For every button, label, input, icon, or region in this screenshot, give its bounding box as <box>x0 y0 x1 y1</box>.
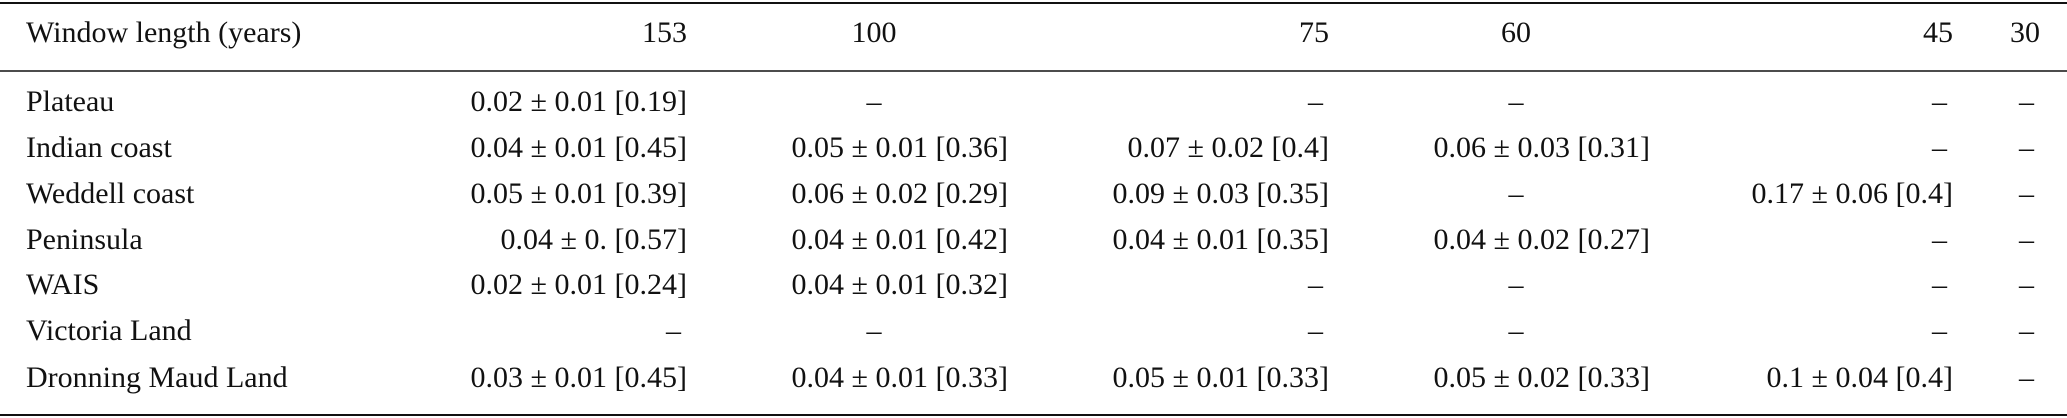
cell: 0.04 ± 0. [0.57] <box>501 223 687 256</box>
cell: – <box>866 85 883 118</box>
row-label: Indian coast <box>26 131 172 164</box>
cell: – <box>665 314 682 347</box>
cell: 0.05 ± 0.02 [0.33] <box>1434 361 1650 394</box>
cell: – <box>1931 268 1948 301</box>
header-cell: 75 <box>1299 16 1329 49</box>
cell: 0.06 ± 0.03 [0.31] <box>1434 131 1650 164</box>
cell: – <box>2018 131 2035 164</box>
header-cell: 30 <box>2010 16 2040 49</box>
cell: 0.02 ± 0.01 [0.24] <box>471 268 687 301</box>
cell: – <box>1508 314 1525 347</box>
cell: – <box>1307 314 1324 347</box>
cell: – <box>2018 223 2035 256</box>
row-label: WAIS <box>26 268 99 301</box>
cell: 0.02 ± 0.01 [0.19] <box>471 85 687 118</box>
cell: – <box>1931 85 1948 118</box>
cell: – <box>866 314 883 347</box>
cell: 0.07 ± 0.02 [0.4] <box>1128 131 1329 164</box>
cell: 0.04 ± 0.02 [0.27] <box>1434 223 1650 256</box>
cell: 0.05 ± 0.01 [0.39] <box>471 177 687 210</box>
cell: – <box>1307 268 1324 301</box>
cell: 0.09 ± 0.03 [0.35] <box>1113 177 1329 210</box>
cell: – <box>1307 85 1324 118</box>
cell: 0.04 ± 0.01 [0.33] <box>792 361 1008 394</box>
cell: 0.1 ± 0.04 [0.4] <box>1767 361 1953 394</box>
cell: – <box>2018 361 2035 394</box>
cell: 0.05 ± 0.01 [0.33] <box>1113 361 1329 394</box>
cell: – <box>1508 268 1525 301</box>
header-cell: 153 <box>642 16 687 49</box>
header-cell: 45 <box>1923 16 1953 49</box>
cell: – <box>1508 177 1525 210</box>
cell: – <box>2018 314 2035 347</box>
cell: 0.04 ± 0.01 [0.32] <box>792 268 1008 301</box>
row-label: Peninsula <box>26 223 143 256</box>
row-label: Plateau <box>26 85 114 118</box>
cell: – <box>2018 268 2035 301</box>
cell: – <box>1931 131 1948 164</box>
header-cell: 60 <box>1501 16 1531 49</box>
header-label: Window length (years) <box>26 16 301 49</box>
cell: 0.17 ± 0.06 [0.4] <box>1752 177 1953 210</box>
cell: 0.04 ± 0.01 [0.35] <box>1113 223 1329 256</box>
header-cell: 100 <box>852 16 897 49</box>
cell: 0.04 ± 0.01 [0.42] <box>792 223 1008 256</box>
cell: – <box>1931 223 1948 256</box>
cell: 0.05 ± 0.01 [0.36] <box>792 131 1008 164</box>
cell: – <box>2018 85 2035 118</box>
cell: 0.03 ± 0.01 [0.45] <box>471 361 687 394</box>
cell: 0.06 ± 0.02 [0.29] <box>792 177 1008 210</box>
cell: – <box>2018 177 2035 210</box>
cell: – <box>1508 85 1525 118</box>
cell: – <box>1931 314 1948 347</box>
row-label: Victoria Land <box>26 314 192 347</box>
row-label: Dronning Maud Land <box>26 361 288 394</box>
row-label: Weddell coast <box>26 177 195 210</box>
cell: 0.04 ± 0.01 [0.45] <box>471 131 687 164</box>
